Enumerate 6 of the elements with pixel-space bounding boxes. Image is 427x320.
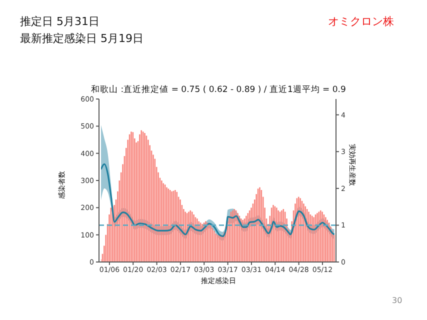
text: 最新推定感染日 5月19日 xyxy=(20,31,144,46)
text: オミクロン株 xyxy=(328,14,394,29)
line-series xyxy=(101,163,336,238)
chart-title: 和歌山 :直近推定値 = 0.75 ( 0.62 - 0.89 ) / 直近1週平均 = 0.9 xyxy=(90,84,347,96)
text: 推定日 5月31日 xyxy=(20,14,100,29)
text: 30 xyxy=(392,296,402,305)
